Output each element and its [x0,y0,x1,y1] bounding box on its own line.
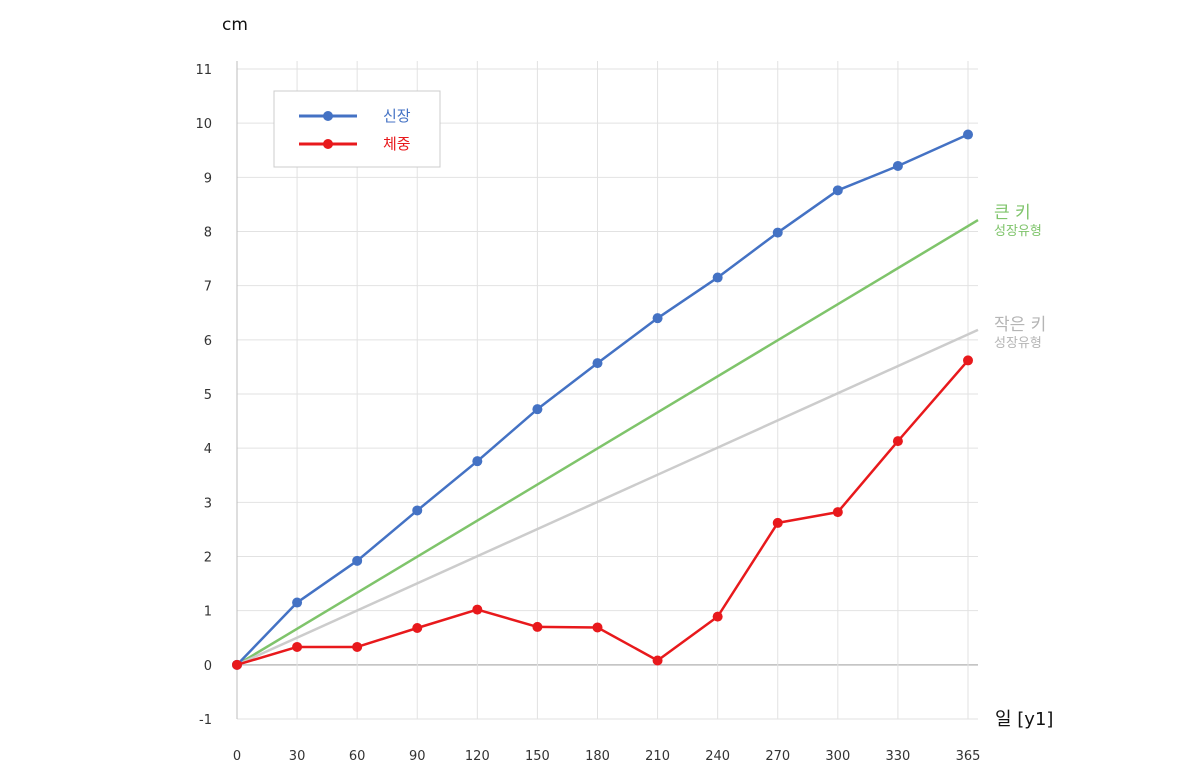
legend-label-weight: 체중 [383,135,411,153]
reference-line-short [236,328,979,666]
x-tick-label: 90 [409,749,426,764]
reference-lines [236,219,979,666]
x-tick-label: 150 [525,749,550,764]
data-point-height [712,272,723,283]
y-tick-label: 7 [204,280,212,295]
data-point-height [963,129,973,140]
x-tick-label: 180 [585,749,610,764]
data-point-weight [963,355,973,366]
data-point-weight [832,507,843,518]
data-point-weight [352,641,363,652]
y-axis-unit-label: cm [222,15,248,35]
x-tick-label: 365 [956,749,981,764]
data-point-weight [652,655,663,666]
data-point-height [592,358,603,369]
data-point-weight [592,622,603,633]
data-point-height [292,597,303,608]
legend-label-height: 신장 [383,107,411,125]
data-point-weight [412,623,423,633]
x-tick-label: 30 [289,749,306,764]
data-point-height [892,160,903,171]
y-tick-label: 1 [204,605,212,620]
tick-labels: -1 0 1 2 3 4 5 6 7 8 9 10 11 0 30 60 90 120 150 180 210 240 27… [195,63,980,764]
y-tick-label: 6 [204,334,212,349]
data-point-weight [472,604,483,615]
data-point-weight [292,641,303,652]
y-tick-label: 0 [204,659,212,674]
data-point-height [352,555,363,566]
data-point-height [412,505,423,516]
data-point-weight [892,436,903,447]
tall-type-sublabel: 성장유형 [994,224,1042,239]
data-point-weight [232,659,242,670]
legend-marker-height [323,111,333,121]
short-type-sublabel: 성장유형 [994,336,1042,351]
x-tick-label: 210 [645,749,670,764]
y-tick-label: 3 [204,496,212,511]
data-point-height [772,227,783,238]
tall-type-label: 큰 키 [994,203,1031,223]
x-axis-title: 일 [y1] [995,709,1053,730]
data-series [232,129,973,670]
y-tick-label: 11 [195,63,212,78]
series-line-weight [236,359,969,667]
y-tick-label: -1 [199,713,212,728]
y-tick-label: 9 [204,171,212,186]
series-line-height [236,133,969,666]
y-tick-label: 10 [195,117,212,132]
short-type-label: 작은 키 [994,315,1046,335]
x-tick-label: 330 [885,749,910,764]
y-tick-label: 8 [204,226,212,241]
x-tick-label: 0 [233,749,241,764]
x-tick-label: 240 [705,749,730,764]
data-point-height [832,185,843,196]
data-point-height [472,456,483,467]
x-tick-label: 60 [349,749,366,764]
legend: 신장 체중 [273,90,441,168]
x-tick-label: 120 [465,749,490,764]
data-point-weight [712,611,723,622]
legend-marker-weight [323,139,333,149]
reference-line-tall [236,219,979,666]
data-point-weight [532,621,543,632]
y-tick-label: 5 [204,388,212,403]
data-point-height [532,404,543,415]
x-tick-label: 300 [825,749,850,764]
y-tick-label: 2 [204,551,212,566]
x-tick-label: 270 [765,749,790,764]
legend-box [273,90,441,168]
y-tick-label: 4 [204,442,212,457]
data-point-weight [772,517,783,528]
data-point-height [652,313,663,324]
